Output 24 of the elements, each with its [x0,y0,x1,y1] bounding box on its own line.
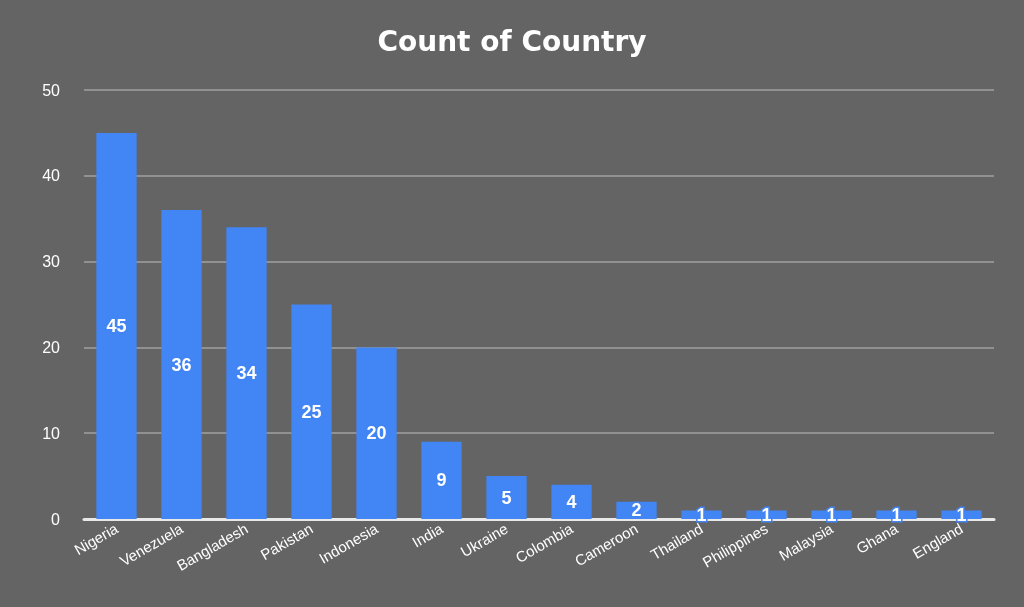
data-label: 5 [501,487,512,508]
bar [161,210,202,519]
y-tick-label: 30 [42,253,61,271]
data-label: 36 [171,354,192,375]
bar [226,227,267,519]
y-tick-label: 40 [42,167,61,185]
y-tick-label: 50 [42,81,61,99]
data-label: 25 [301,401,322,422]
data-label: 4 [566,491,577,512]
y-tick-label: 20 [42,338,61,356]
y-tick-label: 10 [42,424,61,442]
chart-title: Count of Country [377,24,647,58]
x-tick-label: India [409,519,447,551]
data-label: 34 [236,363,257,384]
data-label: 45 [106,315,127,336]
y-tick-label: 0 [51,510,61,528]
data-label: 2 [631,500,642,521]
bar [291,304,332,519]
data-label: 9 [436,470,447,491]
bar [356,347,397,519]
bar [486,476,527,519]
data-label: 20 [366,423,387,444]
bar [421,441,462,519]
bar [96,132,137,519]
